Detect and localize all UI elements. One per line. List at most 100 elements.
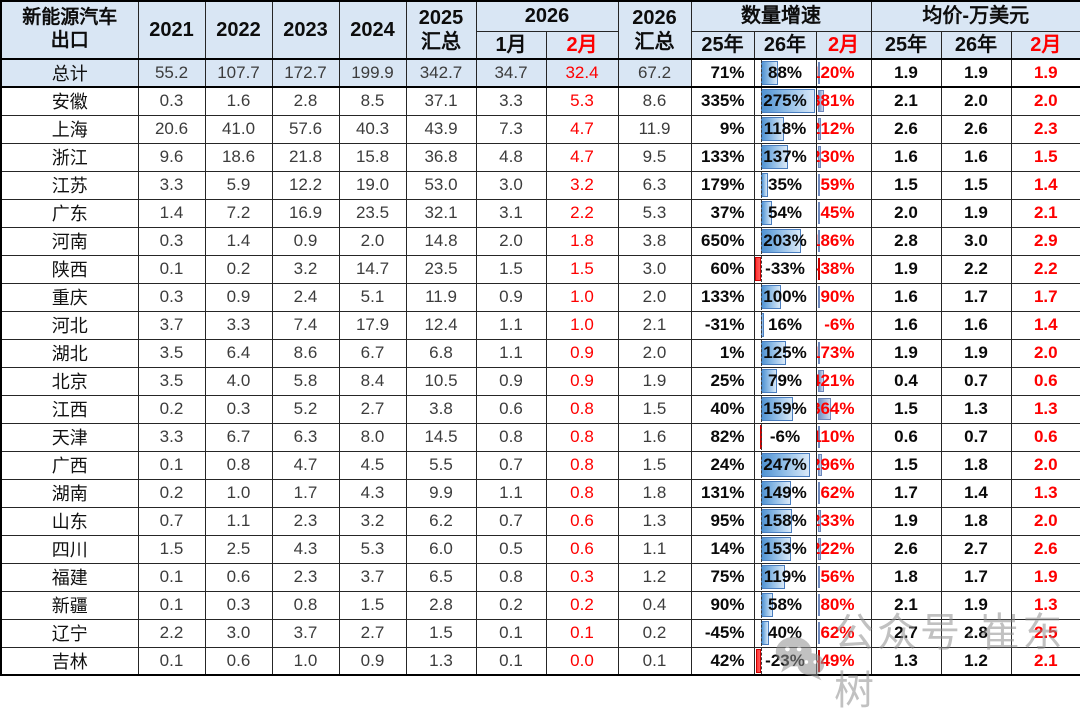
price-26-cell[interactable]: 1.8 bbox=[940, 506, 1012, 536]
price-feb-cell[interactable]: 1.3 bbox=[1010, 590, 1080, 620]
price-26-cell[interactable]: 1.8 bbox=[940, 450, 1012, 480]
growth-25-cell[interactable]: 650% bbox=[690, 226, 755, 256]
jan2026-cell[interactable]: 1.5 bbox=[475, 254, 547, 284]
price-25-cell[interactable]: 2.6 bbox=[870, 114, 942, 144]
growth-25-cell[interactable]: 131% bbox=[690, 478, 755, 508]
y2024-cell[interactable]: 40.3 bbox=[338, 114, 407, 144]
price-26-cell[interactable]: 3.0 bbox=[940, 226, 1012, 256]
y2021-cell[interactable]: 1.5 bbox=[137, 534, 206, 564]
price-25-cell[interactable]: 2.8 bbox=[870, 226, 942, 256]
price-feb-cell[interactable]: 2.0 bbox=[1010, 86, 1080, 116]
y2022-cell[interactable]: 1.4 bbox=[204, 226, 273, 256]
price-25-cell[interactable]: 2.1 bbox=[870, 86, 942, 116]
y2024-cell[interactable]: 15.8 bbox=[338, 142, 407, 172]
sum2026-cell[interactable]: 1.1 bbox=[617, 534, 692, 564]
growth-feb-cell[interactable]: 45% bbox=[815, 198, 872, 228]
price-feb-cell[interactable]: 0.6 bbox=[1010, 422, 1080, 452]
growth-feb-cell[interactable]: 62% bbox=[815, 478, 872, 508]
region-cell[interactable]: 湖北 bbox=[0, 338, 139, 368]
sum2026-cell[interactable]: 5.3 bbox=[617, 198, 692, 228]
header-growth-26[interactable]: 26年 bbox=[753, 30, 817, 60]
feb2026-cell[interactable]: 0.2 bbox=[545, 590, 619, 620]
y2024-cell[interactable]: 3.2 bbox=[338, 506, 407, 536]
y2023-cell[interactable]: 5.2 bbox=[271, 394, 340, 424]
sum2025-cell[interactable]: 43.9 bbox=[405, 114, 477, 144]
growth-feb-cell[interactable]: -49% bbox=[815, 646, 872, 676]
y2022-cell[interactable]: 107.7 bbox=[204, 58, 273, 88]
region-cell[interactable]: 吉林 bbox=[0, 646, 139, 676]
y2022-cell[interactable]: 1.0 bbox=[204, 478, 273, 508]
growth-feb-cell[interactable]: 120% bbox=[815, 58, 872, 88]
region-cell[interactable]: 重庆 bbox=[0, 282, 139, 312]
y2021-cell[interactable]: 0.1 bbox=[137, 254, 206, 284]
sum2025-cell[interactable]: 6.5 bbox=[405, 562, 477, 592]
price-25-cell[interactable]: 1.9 bbox=[870, 254, 942, 284]
sum2025-cell[interactable]: 14.5 bbox=[405, 422, 477, 452]
y2024-cell[interactable]: 8.0 bbox=[338, 422, 407, 452]
growth-feb-cell[interactable]: 233% bbox=[815, 506, 872, 536]
sum2025-cell[interactable]: 5.5 bbox=[405, 450, 477, 480]
y2023-cell[interactable]: 2.3 bbox=[271, 562, 340, 592]
header-2023[interactable]: 2023 bbox=[271, 0, 340, 60]
feb2026-cell[interactable]: 1.0 bbox=[545, 310, 619, 340]
y2021-cell[interactable]: 0.3 bbox=[137, 86, 206, 116]
y2024-cell[interactable]: 1.5 bbox=[338, 590, 407, 620]
sum2026-cell[interactable]: 11.9 bbox=[617, 114, 692, 144]
y2024-cell[interactable]: 4.3 bbox=[338, 478, 407, 508]
jan2026-cell[interactable]: 1.1 bbox=[475, 338, 547, 368]
sum2025-cell[interactable]: 10.5 bbox=[405, 366, 477, 396]
header-2026-total[interactable]: 2026 汇总 bbox=[617, 0, 692, 60]
jan2026-cell[interactable]: 1.1 bbox=[475, 478, 547, 508]
sum2026-cell[interactable]: 1.8 bbox=[617, 478, 692, 508]
growth-25-cell[interactable]: -45% bbox=[690, 618, 755, 648]
price-25-cell[interactable]: 2.6 bbox=[870, 534, 942, 564]
growth-26-cell[interactable]: 118% bbox=[753, 114, 817, 144]
feb2026-cell[interactable]: 3.2 bbox=[545, 170, 619, 200]
price-26-cell[interactable]: 1.7 bbox=[940, 282, 1012, 312]
header-jan-2026[interactable]: 1月 bbox=[475, 30, 547, 60]
sum2026-cell[interactable]: 8.6 bbox=[617, 86, 692, 116]
growth-26-cell[interactable]: 16% bbox=[753, 310, 817, 340]
feb2026-cell[interactable]: 32.4 bbox=[545, 58, 619, 88]
price-25-cell[interactable]: 1.9 bbox=[870, 338, 942, 368]
sum2026-cell[interactable]: 2.0 bbox=[617, 338, 692, 368]
y2023-cell[interactable]: 7.4 bbox=[271, 310, 340, 340]
feb2026-cell[interactable]: 4.7 bbox=[545, 114, 619, 144]
jan2026-cell[interactable]: 0.8 bbox=[475, 562, 547, 592]
jan2026-cell[interactable]: 0.2 bbox=[475, 590, 547, 620]
y2021-cell[interactable]: 0.1 bbox=[137, 646, 206, 676]
sum2026-cell[interactable]: 6.3 bbox=[617, 170, 692, 200]
y2023-cell[interactable]: 4.3 bbox=[271, 534, 340, 564]
y2021-cell[interactable]: 20.6 bbox=[137, 114, 206, 144]
growth-25-cell[interactable]: 1% bbox=[690, 338, 755, 368]
price-26-cell[interactable]: 1.9 bbox=[940, 58, 1012, 88]
y2022-cell[interactable]: 1.1 bbox=[204, 506, 273, 536]
price-feb-cell[interactable]: 0.6 bbox=[1010, 366, 1080, 396]
sum2026-cell[interactable]: 1.6 bbox=[617, 422, 692, 452]
price-26-cell[interactable]: 1.7 bbox=[940, 562, 1012, 592]
y2022-cell[interactable]: 1.6 bbox=[204, 86, 273, 116]
price-feb-cell[interactable]: 1.7 bbox=[1010, 282, 1080, 312]
growth-26-cell[interactable]: 35% bbox=[753, 170, 817, 200]
feb2026-cell[interactable]: 1.5 bbox=[545, 254, 619, 284]
y2023-cell[interactable]: 57.6 bbox=[271, 114, 340, 144]
price-25-cell[interactable]: 1.6 bbox=[870, 282, 942, 312]
price-25-cell[interactable]: 1.6 bbox=[870, 310, 942, 340]
price-25-cell[interactable]: 0.4 bbox=[870, 366, 942, 396]
sum2025-cell[interactable]: 53.0 bbox=[405, 170, 477, 200]
sum2026-cell[interactable]: 1.9 bbox=[617, 366, 692, 396]
growth-25-cell[interactable]: 335% bbox=[690, 86, 755, 116]
price-25-cell[interactable]: 1.5 bbox=[870, 394, 942, 424]
feb2026-cell[interactable]: 0.1 bbox=[545, 618, 619, 648]
feb2026-cell[interactable]: 0.0 bbox=[545, 646, 619, 676]
price-26-cell[interactable]: 1.9 bbox=[940, 590, 1012, 620]
price-feb-cell[interactable]: 2.9 bbox=[1010, 226, 1080, 256]
growth-feb-cell[interactable]: 212% bbox=[815, 114, 872, 144]
feb2026-cell[interactable]: 0.6 bbox=[545, 506, 619, 536]
header-title-cell[interactable]: 新能源汽车 出口 bbox=[0, 0, 139, 60]
y2024-cell[interactable]: 199.9 bbox=[338, 58, 407, 88]
price-26-cell[interactable]: 2.2 bbox=[940, 254, 1012, 284]
sum2025-cell[interactable]: 6.2 bbox=[405, 506, 477, 536]
feb2026-cell[interactable]: 0.8 bbox=[545, 450, 619, 480]
y2023-cell[interactable]: 4.7 bbox=[271, 450, 340, 480]
